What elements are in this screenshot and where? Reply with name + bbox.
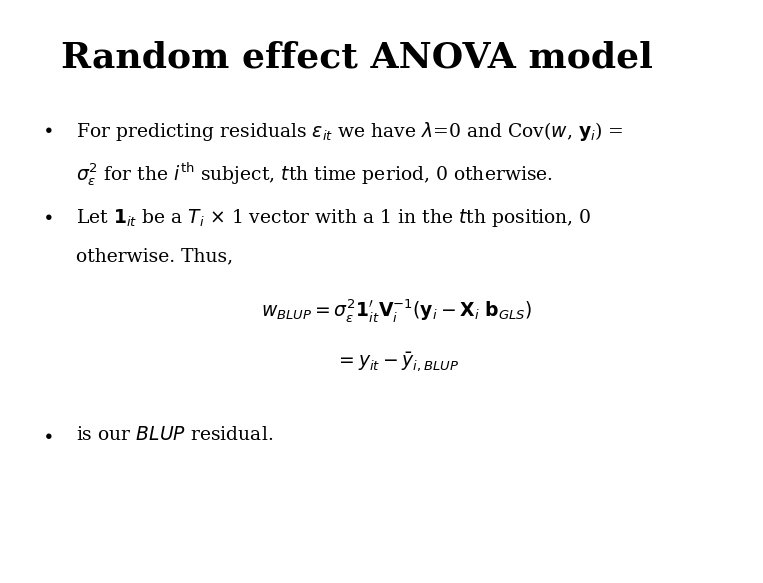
Text: Let $\mathbf{1}_{it}$ be a $T_i$ $\times$ 1 vector with a 1 in the $t$th positio: Let $\mathbf{1}_{it}$ be a $T_i$ $\times… [76,207,592,229]
Text: otherwise. Thus,: otherwise. Thus, [76,248,233,266]
Text: is our $\mathit{BLUP}$ residual.: is our $\mathit{BLUP}$ residual. [76,426,273,444]
Text: $= y_{it} - \bar{y}_{i,BLUP}$: $= y_{it} - \bar{y}_{i,BLUP}$ [335,350,459,373]
Text: $w_{BLUP} = \sigma_{\varepsilon}^{2}\mathbf{1}_{it}^{\prime}\mathbf{V}_{i}^{-1}(: $w_{BLUP} = \sigma_{\varepsilon}^{2}\mat… [261,297,533,324]
Text: $\bullet$: $\bullet$ [42,426,53,444]
Text: For predicting residuals $\varepsilon_{it}$ we have $\lambda$=0 and Cov($w$, $\m: For predicting residuals $\varepsilon_{i… [76,120,624,142]
Text: $\bullet$: $\bullet$ [42,120,53,138]
Text: $\bullet$: $\bullet$ [42,207,53,225]
Text: Random effect ANOVA model: Random effect ANOVA model [61,41,653,75]
Text: $\sigma_{\varepsilon}^{2}$ for the $i^{\mathrm{th}}$ subject, $t$th time period,: $\sigma_{\varepsilon}^{2}$ for the $i^{\… [76,160,553,188]
